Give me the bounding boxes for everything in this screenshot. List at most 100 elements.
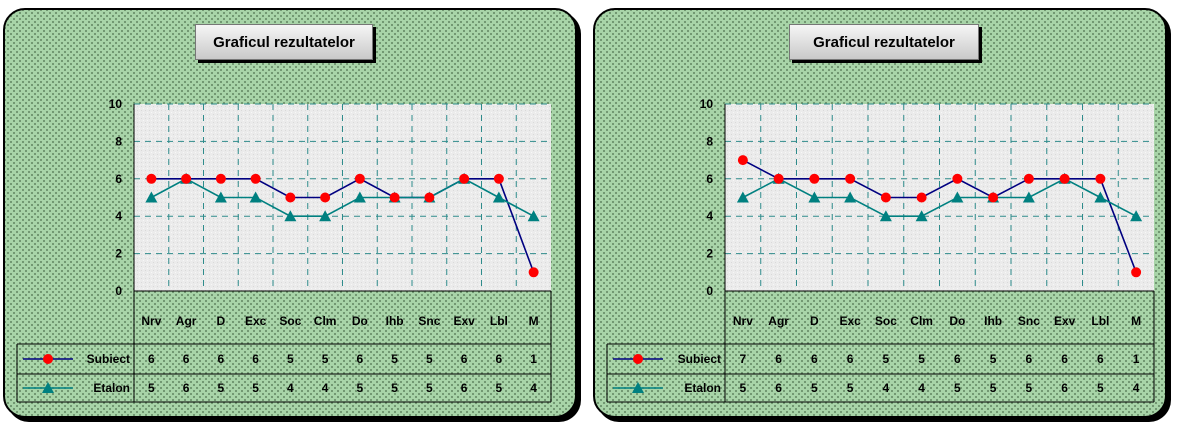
x-tick-label: Nrv [141,314,161,328]
data-point-etalon [1094,191,1107,203]
data-point-subiect [354,173,365,184]
data-point-etalon [319,210,332,222]
data-point-subiect [424,192,435,203]
data-table-value: 5 [990,352,997,366]
data-table-value: 6 [775,381,782,395]
data-table-value: 5 [918,352,925,366]
y-tick-label: 6 [115,172,122,186]
x-tick-label: Ihb [386,314,404,328]
data-table-value: 6 [1026,352,1033,366]
y-tick-label: 0 [706,284,713,298]
data-table-value: 6 [1061,352,1068,366]
legend-marker-etalon [632,382,644,393]
y-tick-label: 6 [706,172,713,186]
data-table-value: 5 [740,381,747,395]
data-table-value: 6 [218,352,225,366]
series-line-etalon [150,177,535,217]
data-table-value: 6 [148,352,155,366]
data-table-value: 5 [218,381,225,395]
data-point-etalon [214,191,227,203]
y-tick-label: 2 [115,247,122,261]
data-point-subiect [916,192,927,203]
legend-label-subiect: Subiect [678,352,721,366]
data-point-subiect [181,173,192,184]
data-point-etalon [353,191,366,203]
x-tick-label: Do [949,314,965,328]
data-point-subiect [1023,173,1034,184]
legend-label-etalon: Etalon [684,381,721,395]
data-point-subiect [952,173,963,184]
data-table-value: 4 [322,381,329,395]
data-point-subiect [845,173,856,184]
x-tick-label: Agr [176,314,197,328]
data-point-subiect [988,192,999,203]
data-table-value: 6 [1061,381,1068,395]
data-point-subiect [389,192,400,203]
x-tick-label: Exv [453,314,475,328]
data-table-value: 5 [322,352,329,366]
data-point-etalon [951,191,964,203]
data-point-etalon [736,191,749,203]
data-point-subiect [880,192,891,203]
x-tick-label: M [529,314,539,328]
data-table-value: 6 [811,352,818,366]
data-table-value: 6 [183,352,190,366]
line-chart-left: 0 2 4 6 8 10 Nrv Agr D Exc Soc Clm Do Ihb Snc Exv Lbl M Su… [16,97,552,403]
data-table-value: 5 [811,381,818,395]
data-point-etalon [879,210,892,222]
x-tick-label: Exv [1054,314,1076,328]
data-table-value: 5 [148,381,155,395]
data-table-value: 5 [990,381,997,395]
x-tick-label: Nrv [733,314,753,328]
data-point-subiect [1095,173,1106,184]
y-tick-label: 10 [700,97,714,111]
data-table-value: 7 [740,352,747,366]
x-tick-label: Clm [314,314,337,328]
data-point-etalon [249,191,262,203]
data-table-value: 5 [1097,381,1104,395]
x-tick-label: D [217,314,226,328]
legend-marker-etalon [42,382,54,393]
x-tick-label: Do [352,314,368,328]
data-table-value: 5 [391,352,398,366]
data-point-etalon [915,210,928,222]
data-table-value: 6 [954,352,961,366]
data-table-value: 5 [426,352,433,366]
y-tick-label: 8 [115,134,122,148]
data-table-value: 6 [461,352,468,366]
data-point-etalon [145,191,158,203]
y-tick-label: 2 [706,247,713,261]
data-table-value: 6 [496,352,503,366]
data-table-value: 6 [847,352,854,366]
x-tick-label: Ihb [984,314,1002,328]
data-point-subiect [493,173,504,184]
data-table-value: 5 [252,381,259,395]
x-tick-label: Snc [418,314,440,328]
x-tick-label: Agr [768,314,789,328]
data-point-etalon [527,210,540,222]
chart-panel-right: Graficul rezultatelor 0 2 4 6 8 10 Nrv Agr D Exc S… [593,8,1167,418]
data-point-subiect [1059,173,1070,184]
data-table-value: 6 [357,352,364,366]
x-tick-label: Soc [279,314,301,328]
data-table-value: 1 [1133,352,1140,366]
data-table-value: 6 [252,352,259,366]
data-table-value: 5 [1026,381,1033,395]
y-tick-label: 4 [706,209,713,223]
data-table-value: 5 [287,352,294,366]
legend-label-subiect: Subiect [87,352,130,366]
data-point-etalon [808,191,821,203]
data-table-value: 5 [883,352,890,366]
data-point-subiect [250,173,261,184]
series-line-subiect [742,159,1137,273]
data-table-value: 5 [496,381,503,395]
legend-marker-subiect [633,354,643,364]
data-table-value: 1 [530,352,537,366]
legend-label-etalon: Etalon [93,381,130,395]
data-point-etalon [1130,210,1143,222]
data-table-value: 5 [357,381,364,395]
data-table-value: 5 [847,381,854,395]
series-line-subiect [151,177,535,273]
data-point-subiect [459,173,470,184]
data-table-value: 4 [918,381,925,395]
